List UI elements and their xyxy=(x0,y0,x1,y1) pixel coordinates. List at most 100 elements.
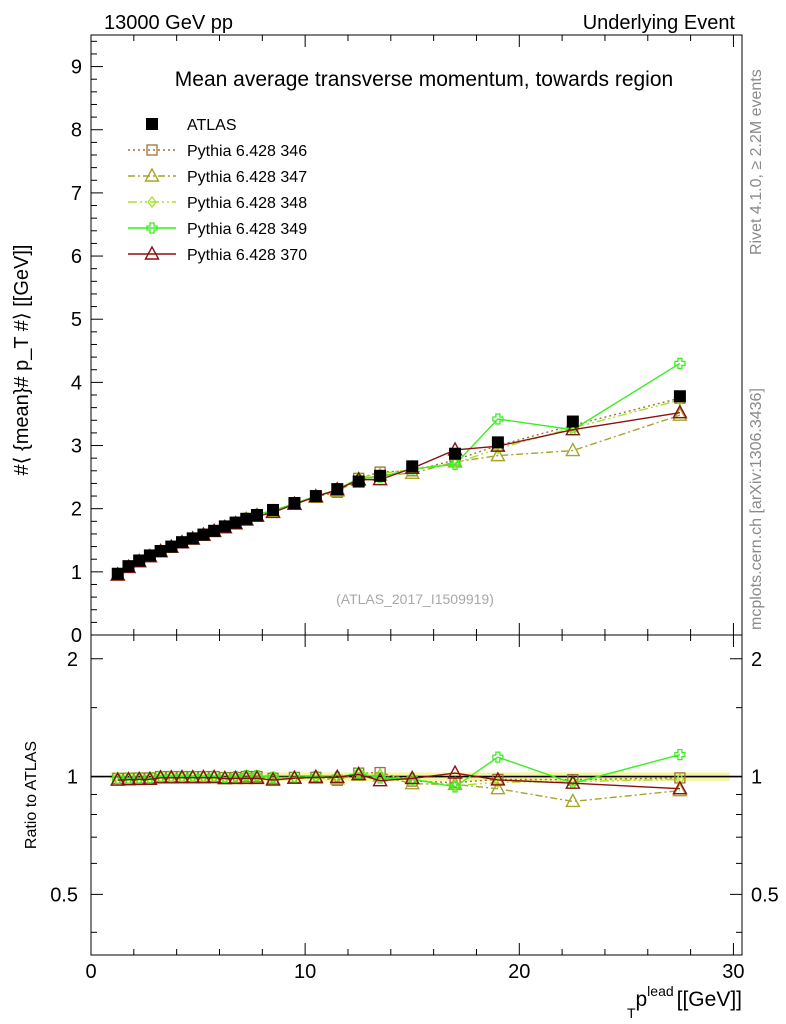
ratio-y-axis-label: Ratio to ATLAS xyxy=(23,741,40,849)
ratio-point-p370 xyxy=(265,771,281,786)
main-y-axis: 0 1 2 3 4 5 6 7 8 9 xyxy=(71,40,103,647)
data-point-p349 xyxy=(674,357,686,370)
x-tick-label: 30 xyxy=(722,961,744,983)
ratio-point-p370 xyxy=(195,769,212,784)
ratio-point-p370 xyxy=(351,766,367,781)
data-point-ATLAS xyxy=(449,447,462,460)
ratio-point-p346 xyxy=(567,773,579,786)
data-point-ATLAS xyxy=(143,549,156,562)
data-point-ATLAS xyxy=(229,516,242,529)
ratio-point-p370 xyxy=(329,768,345,784)
header-process-label: Underlying Event xyxy=(583,12,736,34)
ratio-point-p370 xyxy=(227,770,244,785)
series-line-p349 xyxy=(117,362,681,575)
data-point-ATLAS xyxy=(352,475,365,488)
main-y-tick-label: 3 xyxy=(71,436,82,458)
ratio-point-p370 xyxy=(404,770,420,785)
ratio-point-p370 xyxy=(447,764,463,779)
ratio-plot-frame xyxy=(90,634,743,956)
series-p347 xyxy=(110,406,688,581)
ratio-point-p370 xyxy=(185,769,201,784)
ratio-point-p349 xyxy=(449,781,461,793)
series-ATLAS xyxy=(111,390,686,580)
ratio-point-p347 xyxy=(672,782,688,797)
ratio-point-p370 xyxy=(308,768,324,784)
ratio-point-p370 xyxy=(142,770,158,785)
data-point-ATLAS xyxy=(218,520,231,533)
ratio-point-p348 xyxy=(375,768,385,781)
data-point-ATLAS xyxy=(288,497,301,509)
data-point-ATLAS xyxy=(154,545,167,557)
x-axis-label-superscript: lead xyxy=(647,983,673,999)
ratio-plot-panel: 0.5 0.5 1 1 2 2 0 10 20 30 xyxy=(50,634,779,983)
data-point-p347 xyxy=(565,442,581,457)
ratio-y-tick-label-right: 1 xyxy=(751,767,762,789)
data-point-ATLAS xyxy=(309,490,322,503)
ratio-point-p370 xyxy=(217,770,233,785)
legend-marker-p346 xyxy=(146,144,158,156)
main-y-tick-label: 4 xyxy=(71,372,82,394)
x-tick-label: 0 xyxy=(85,961,96,983)
data-point-p347 xyxy=(490,447,506,462)
ratio-point-p370 xyxy=(152,769,169,784)
main-y-tick-label: 1 xyxy=(71,562,82,584)
legend-label-p348: Pythia 6.428 348 xyxy=(187,195,307,212)
ratio-point-p370 xyxy=(174,769,190,784)
main-y-tick-label: 6 xyxy=(71,246,82,268)
legend-marker-p347 xyxy=(144,167,160,182)
legend-label-p347: Pythia 6.428 347 xyxy=(187,169,307,186)
ratio-point-p349 xyxy=(674,749,686,761)
ratio-point-p370 xyxy=(131,771,147,786)
legend-marker-ATLAS xyxy=(146,118,158,130)
ratio-point-p370 xyxy=(238,769,254,785)
data-point-ATLAS xyxy=(111,567,124,580)
data-point-ATLAS xyxy=(122,560,135,573)
legend-marker-p348 xyxy=(147,195,157,209)
legend-label-ATLAS: ATLAS xyxy=(187,117,237,134)
legend-label-p349: Pythia 6.428 349 xyxy=(187,221,307,238)
data-point-ATLAS xyxy=(186,532,199,545)
ratio-point-p370 xyxy=(206,769,222,784)
data-point-ATLAS xyxy=(491,436,504,449)
ratio-point-p370 xyxy=(286,769,303,784)
series-line-p347 xyxy=(117,414,681,576)
data-point-ATLAS xyxy=(176,536,189,549)
main-y-tick-label: 8 xyxy=(71,120,82,142)
ratio-point-p348 xyxy=(450,779,460,792)
data-point-ATLAS xyxy=(208,524,221,537)
series-line-p370 xyxy=(117,411,681,576)
data-point-ATLAS xyxy=(673,390,686,403)
ratio-point-p347 xyxy=(565,792,581,808)
ratio-series-p370 xyxy=(110,764,688,795)
ratio-x-axis: 0 10 20 30 xyxy=(85,635,745,983)
ratio-y-tick-label: 0.5 xyxy=(50,884,78,906)
series-p349 xyxy=(112,357,686,581)
legend: ATLAS Pythia 6.428 346 Pythia 6.428 347 Pyt… xyxy=(128,117,307,264)
data-point-ATLAS xyxy=(240,512,253,525)
series-p370 xyxy=(110,404,688,581)
data-point-p370 xyxy=(565,421,581,436)
series-p348 xyxy=(112,394,685,582)
legend-label-p370: Pythia 6.428 370 xyxy=(187,247,307,264)
ratio-point-p348 xyxy=(675,773,685,786)
data-point-ATLAS xyxy=(566,415,579,428)
legend-marker-p370 xyxy=(144,245,160,260)
series-line-p346 xyxy=(117,397,681,575)
ratio-point-p370 xyxy=(565,774,581,789)
data-point-p370 xyxy=(672,404,688,419)
main-y-tick-label: 5 xyxy=(71,309,82,331)
ratio-y-tick-label: 1 xyxy=(67,767,78,789)
main-y-tick-label: 2 xyxy=(71,499,82,521)
x-tick-label: 20 xyxy=(508,961,530,983)
analysis-watermark: (ATLAS_2017_I1509919) xyxy=(336,591,494,607)
x-axis-label-main: p xyxy=(635,988,647,1011)
main-x-axis xyxy=(90,35,734,635)
x-axis-label-unit: [[GeV]] xyxy=(677,988,742,1011)
data-point-ATLAS xyxy=(331,483,344,496)
ratio-series-group xyxy=(110,749,688,808)
ratio-line-p370 xyxy=(117,772,680,790)
x-tick-label: 10 xyxy=(294,961,316,983)
main-y-tick-label: 0 xyxy=(71,625,82,647)
data-point-ATLAS xyxy=(197,528,210,541)
